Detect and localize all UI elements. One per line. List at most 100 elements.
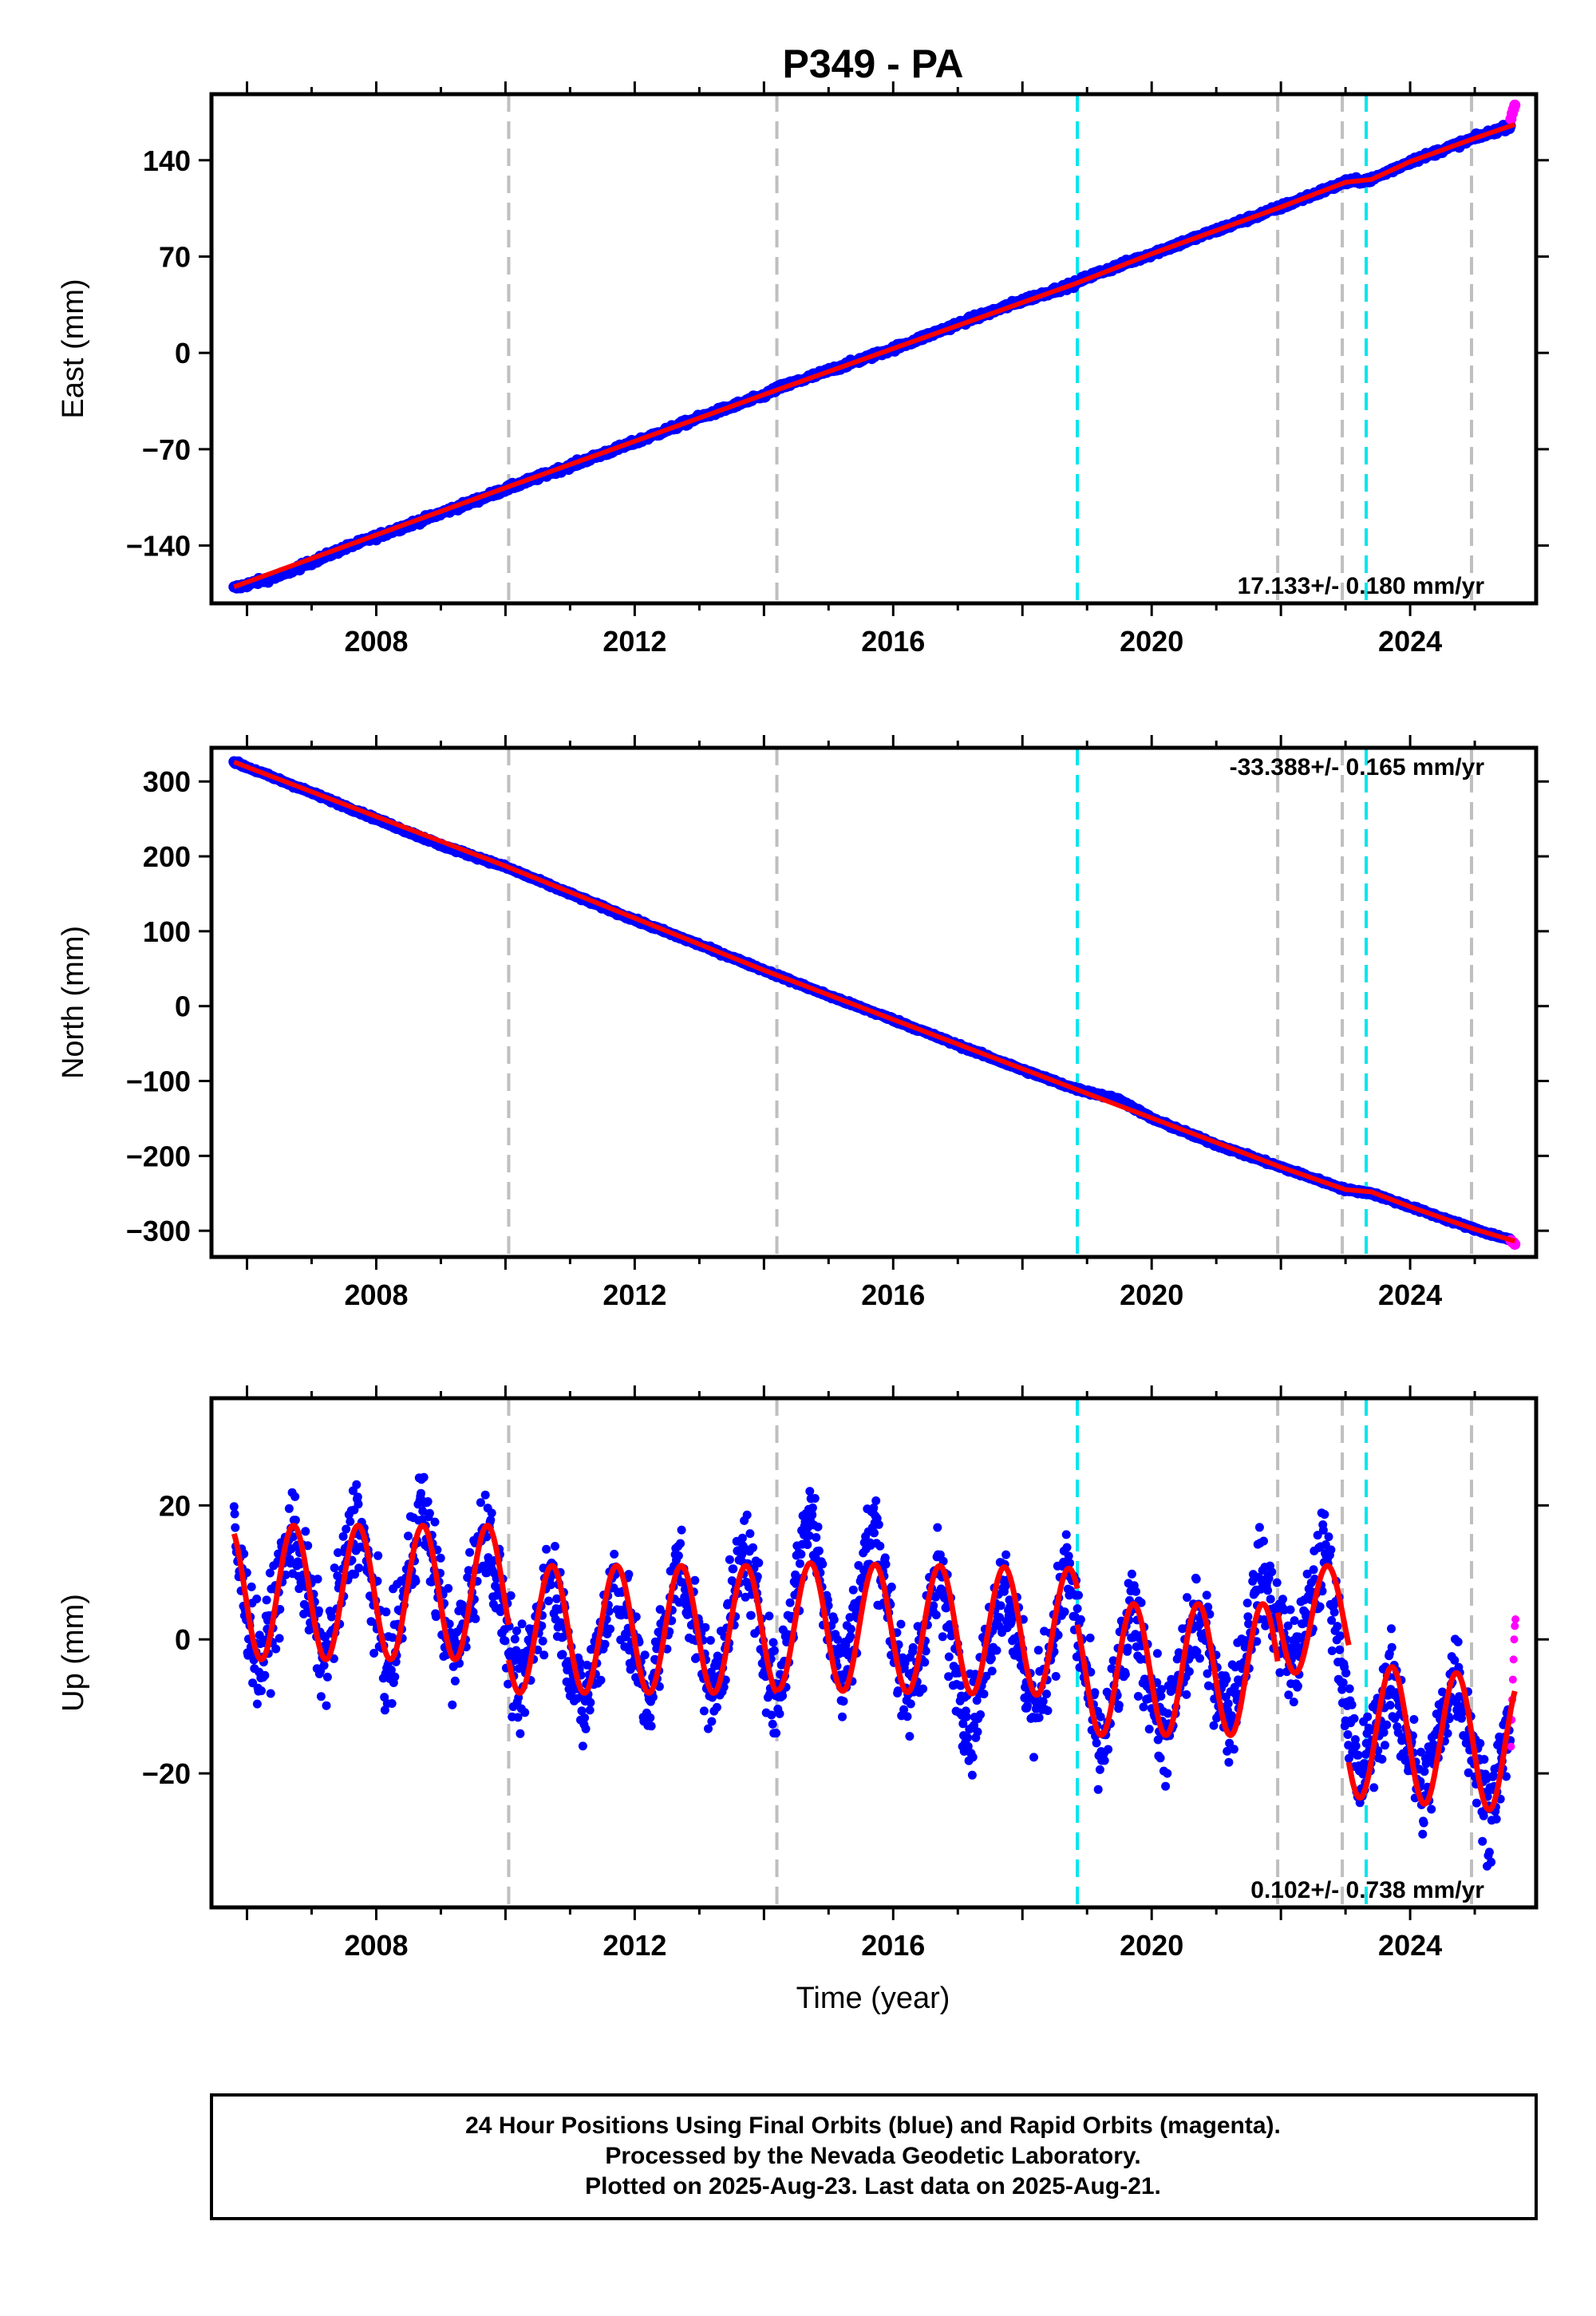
up-final-point: [354, 1563, 364, 1573]
up-final-point: [640, 1650, 650, 1660]
east-x-tick-label: 2012: [602, 625, 666, 658]
up-final-point: [1076, 1614, 1085, 1624]
up-final-point: [322, 1701, 331, 1710]
up-final-point: [381, 1607, 391, 1617]
up-final-point: [354, 1500, 363, 1509]
up-final-point: [987, 1666, 997, 1676]
up-final-point: [486, 1516, 496, 1525]
up-final-point: [271, 1644, 281, 1654]
north-y-tick-label: −200: [126, 1140, 191, 1172]
up-final-point: [1254, 1523, 1264, 1532]
up-final-point: [303, 1541, 313, 1551]
up-final-point: [1064, 1551, 1073, 1561]
up-final-point: [314, 1606, 323, 1615]
up-final-point: [1152, 1649, 1162, 1658]
up-final-point: [1123, 1643, 1132, 1653]
up-final-point: [767, 1710, 776, 1720]
up-final-point: [933, 1523, 942, 1532]
up-final-point: [1133, 1692, 1143, 1701]
up-final-point: [1223, 1699, 1233, 1709]
up-final-point: [290, 1516, 300, 1525]
up-final-point: [1127, 1569, 1136, 1579]
up-final-point: [754, 1558, 764, 1567]
up-final-point: [769, 1646, 779, 1655]
up-final-point: [973, 1727, 982, 1737]
up-final-point: [1096, 1712, 1105, 1721]
up-final-point: [1223, 1746, 1232, 1756]
up-final-point: [1225, 1738, 1235, 1748]
up-final-point: [1062, 1543, 1072, 1552]
up-final-point: [1092, 1738, 1101, 1748]
up-final-point: [996, 1601, 1005, 1611]
north-y-tick-label: 100: [143, 915, 191, 948]
up-final-point: [778, 1691, 788, 1701]
east-x-tick-label: 2020: [1120, 625, 1183, 658]
up-final-point: [674, 1551, 683, 1560]
up-final-point: [353, 1492, 362, 1502]
up-final-point: [869, 1504, 879, 1512]
up-final-point: [846, 1624, 855, 1634]
up-final-point: [845, 1613, 855, 1622]
up-final-point: [944, 1672, 954, 1682]
up-final-point: [464, 1566, 473, 1575]
up-final-point: [871, 1496, 881, 1505]
up-final-point: [1095, 1765, 1104, 1774]
up-final-point: [631, 1612, 641, 1622]
up-final-point: [510, 1634, 519, 1644]
up-final-point: [995, 1613, 1005, 1622]
up-final-point: [352, 1480, 361, 1489]
up-final-point: [373, 1551, 383, 1560]
up-final-point: [369, 1649, 379, 1658]
up-final-point: [542, 1544, 551, 1554]
up-final-point: [818, 1559, 828, 1569]
up-final-point: [808, 1503, 817, 1512]
up-final-point: [275, 1634, 284, 1643]
up-final-point: [334, 1548, 342, 1557]
up-final-point: [411, 1576, 421, 1586]
up-final-point: [319, 1661, 329, 1670]
north-x-tick-label: 2008: [344, 1279, 408, 1311]
up-final-point: [1001, 1550, 1011, 1559]
up-final-point: [1195, 1654, 1204, 1663]
up-final-point: [1085, 1633, 1095, 1642]
east-y-axis-label: East (mm): [57, 279, 90, 418]
up-final-point: [712, 1702, 721, 1712]
up-final-point: [546, 1580, 555, 1590]
up-final-point: [812, 1533, 821, 1542]
up-final-point: [979, 1690, 989, 1699]
up-final-point: [814, 1546, 824, 1555]
east-x-tick-label: 2008: [344, 625, 408, 658]
up-final-point: [976, 1710, 986, 1719]
up-final-point: [1202, 1591, 1211, 1600]
up-final-point: [1034, 1713, 1044, 1722]
up-final-point: [729, 1564, 738, 1574]
up-final-point: [581, 1724, 591, 1733]
up-final-point: [896, 1619, 906, 1629]
up-final-point: [431, 1612, 440, 1622]
up-final-point: [390, 1672, 400, 1682]
up-final-point: [1242, 1599, 1252, 1608]
up-final-point: [513, 1713, 523, 1722]
north-y-tick-label: 200: [143, 840, 191, 873]
up-final-point: [1029, 1753, 1038, 1762]
up-final-point: [487, 1508, 496, 1518]
up-final-point: [704, 1724, 713, 1733]
north-rate-label: -33.388+/- 0.165 mm/yr: [1230, 754, 1485, 781]
up-final-point: [1073, 1604, 1082, 1614]
up-final-point: [1053, 1630, 1063, 1640]
up-final-point: [887, 1583, 896, 1591]
up-final-point: [346, 1517, 355, 1526]
up-final-point: [476, 1498, 485, 1508]
up-final-point: [1157, 1685, 1166, 1694]
up-final-point: [796, 1550, 806, 1559]
up-final-point: [575, 1658, 585, 1667]
up-final-point: [1182, 1690, 1191, 1699]
up-final-point: [1108, 1656, 1118, 1666]
up-final-point: [1139, 1702, 1148, 1712]
up-final-point: [737, 1533, 747, 1543]
up-final-point: [1060, 1607, 1069, 1617]
east-y-tick-label: −140: [126, 530, 191, 563]
up-final-point: [544, 1596, 553, 1606]
